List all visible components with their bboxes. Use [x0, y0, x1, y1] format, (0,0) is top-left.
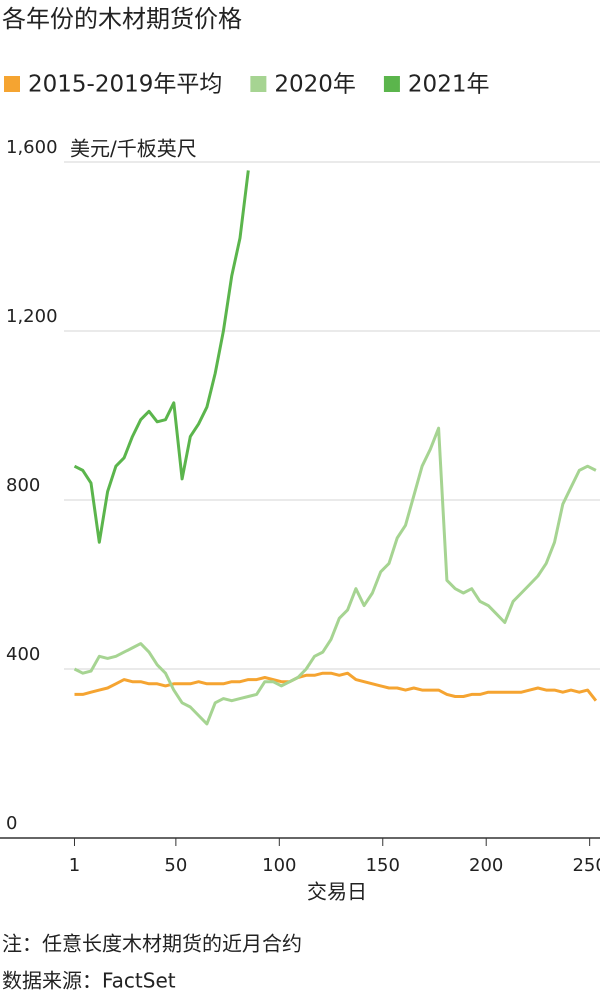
x-tick-label: 150 [366, 855, 400, 876]
series-line [74, 671, 598, 702]
x-tick-label: 200 [469, 855, 503, 876]
y-tick-label: 400 [6, 644, 40, 665]
x-axis-label: 交易日 [307, 880, 367, 904]
legend-label: 2020年 [274, 72, 356, 98]
x-tick-label: 1 [69, 855, 80, 876]
legend-swatch [4, 76, 20, 92]
legend-label: 2021年 [408, 72, 490, 98]
chart-title: 各年份的木材期货价格 [2, 5, 242, 33]
y-tick-label: 1,200 [6, 306, 58, 327]
y-tick-label: 800 [6, 475, 40, 496]
legend: 2015-2019年平均 2020年 2021年 [4, 72, 489, 98]
legend-label: 2015-2019年平均 [28, 72, 222, 98]
legend-swatch [250, 76, 267, 92]
y-tick-label: 1,600 [6, 137, 58, 158]
note: 注：任意长度木材期货的近月合约 [2, 932, 302, 956]
y-axis-label: 美元/千板英尺 [70, 137, 197, 161]
series-line [73, 170, 250, 544]
x-tick-label: 50 [164, 855, 187, 876]
legend-swatch [383, 76, 400, 92]
y-tick-label: 0 [6, 813, 17, 834]
source: 数据来源：FactSet [2, 969, 176, 993]
x-tick-label: 250 [572, 855, 600, 876]
series-line [73, 426, 597, 726]
x-tick-label: 100 [262, 855, 296, 876]
